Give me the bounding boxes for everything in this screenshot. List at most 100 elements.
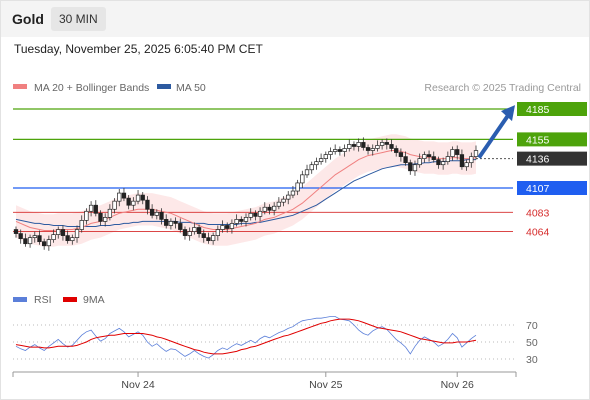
candle [253,210,258,221]
candle [65,230,70,244]
time-tick-label: Nov 26 [441,379,474,391]
level-badge-4107 [517,181,587,195]
candle [464,159,469,171]
candle [450,146,455,161]
time-tick-label: Nov 25 [309,379,342,391]
candle [361,137,366,151]
candle [229,219,235,234]
candle [46,235,52,251]
candle [431,151,436,163]
candle [328,147,333,160]
candle [27,234,33,248]
level-badge-4155 [517,132,587,147]
candle [304,164,310,178]
candle [337,146,343,156]
candle [215,225,220,241]
candle [56,226,61,239]
candle [276,197,282,210]
candle [178,218,183,233]
candle [37,230,42,245]
rsi-tick-30: 30 [526,354,538,366]
candle [187,227,192,241]
candle [356,138,361,152]
rsi-legend-swatch [13,297,27,302]
candle [159,208,164,225]
candle [469,152,474,168]
level-label-4136: 4136 [526,154,550,166]
candle [88,201,94,217]
candle [107,204,113,221]
candle [323,151,328,163]
rsi-pane: 30 50 70 [13,316,538,366]
rsi-legend-label: RSI [34,294,52,306]
rsi-series-RSI [15,316,477,359]
candle [74,225,80,243]
candle [173,217,178,229]
9ma-legend-label: 9MA [83,294,105,306]
candle [375,140,380,152]
candle [286,191,291,205]
ma50-legend-swatch [157,84,171,89]
candle [60,225,66,241]
candle [206,232,211,244]
candle [417,153,422,168]
candle [18,229,23,244]
candle [403,151,408,166]
candle [440,157,446,170]
rsi-tick-70: 70 [526,320,538,332]
candle [398,148,404,162]
rsi-tick-50: 50 [526,337,538,349]
candle [210,232,216,245]
candle [121,188,127,202]
candle [140,192,145,205]
candle [408,159,413,175]
candle [168,218,174,230]
candle [13,226,19,238]
candle [135,190,141,205]
candle [257,207,263,222]
header-bar: Gold 30 MIN [1,1,589,37]
candle [347,139,352,152]
level-badge-4185 [517,102,587,116]
time-tick-label: Nov 24 [121,379,154,391]
level-label-4155: 4155 [526,134,550,146]
candle [117,189,122,207]
candle [267,204,272,215]
time-axis: Nov 24 Nov 25 Nov 26 [12,372,517,391]
candle [365,144,371,155]
9ma-legend-swatch [63,297,77,302]
candle [149,204,155,219]
candle [196,224,202,238]
candle [243,213,249,227]
candle [98,210,103,226]
candle [379,139,385,150]
ma50-legend-label: MA 50 [176,82,206,94]
candle [225,222,230,233]
candle [51,229,56,243]
ma20-legend-swatch [13,84,27,89]
candle [459,149,465,170]
candle [351,141,357,151]
candle [473,145,479,160]
timeframe-badge[interactable]: 30 MIN [51,7,106,31]
candle [112,198,117,214]
candle [164,214,169,229]
candle [192,222,197,235]
candle [300,170,305,188]
candle [42,238,47,250]
price-pane: 4185 4155 4136 4107 4083 4064 [13,102,587,251]
candle [182,226,188,240]
candle [290,185,296,199]
candle [314,157,319,170]
candle [145,196,150,215]
candle [455,145,460,160]
symbol-title: Gold [12,11,44,27]
level-label-4107: 4107 [526,183,550,195]
candle [79,215,84,233]
candle [281,196,286,207]
candle [422,151,427,163]
candle [126,195,131,210]
candle [93,200,98,217]
